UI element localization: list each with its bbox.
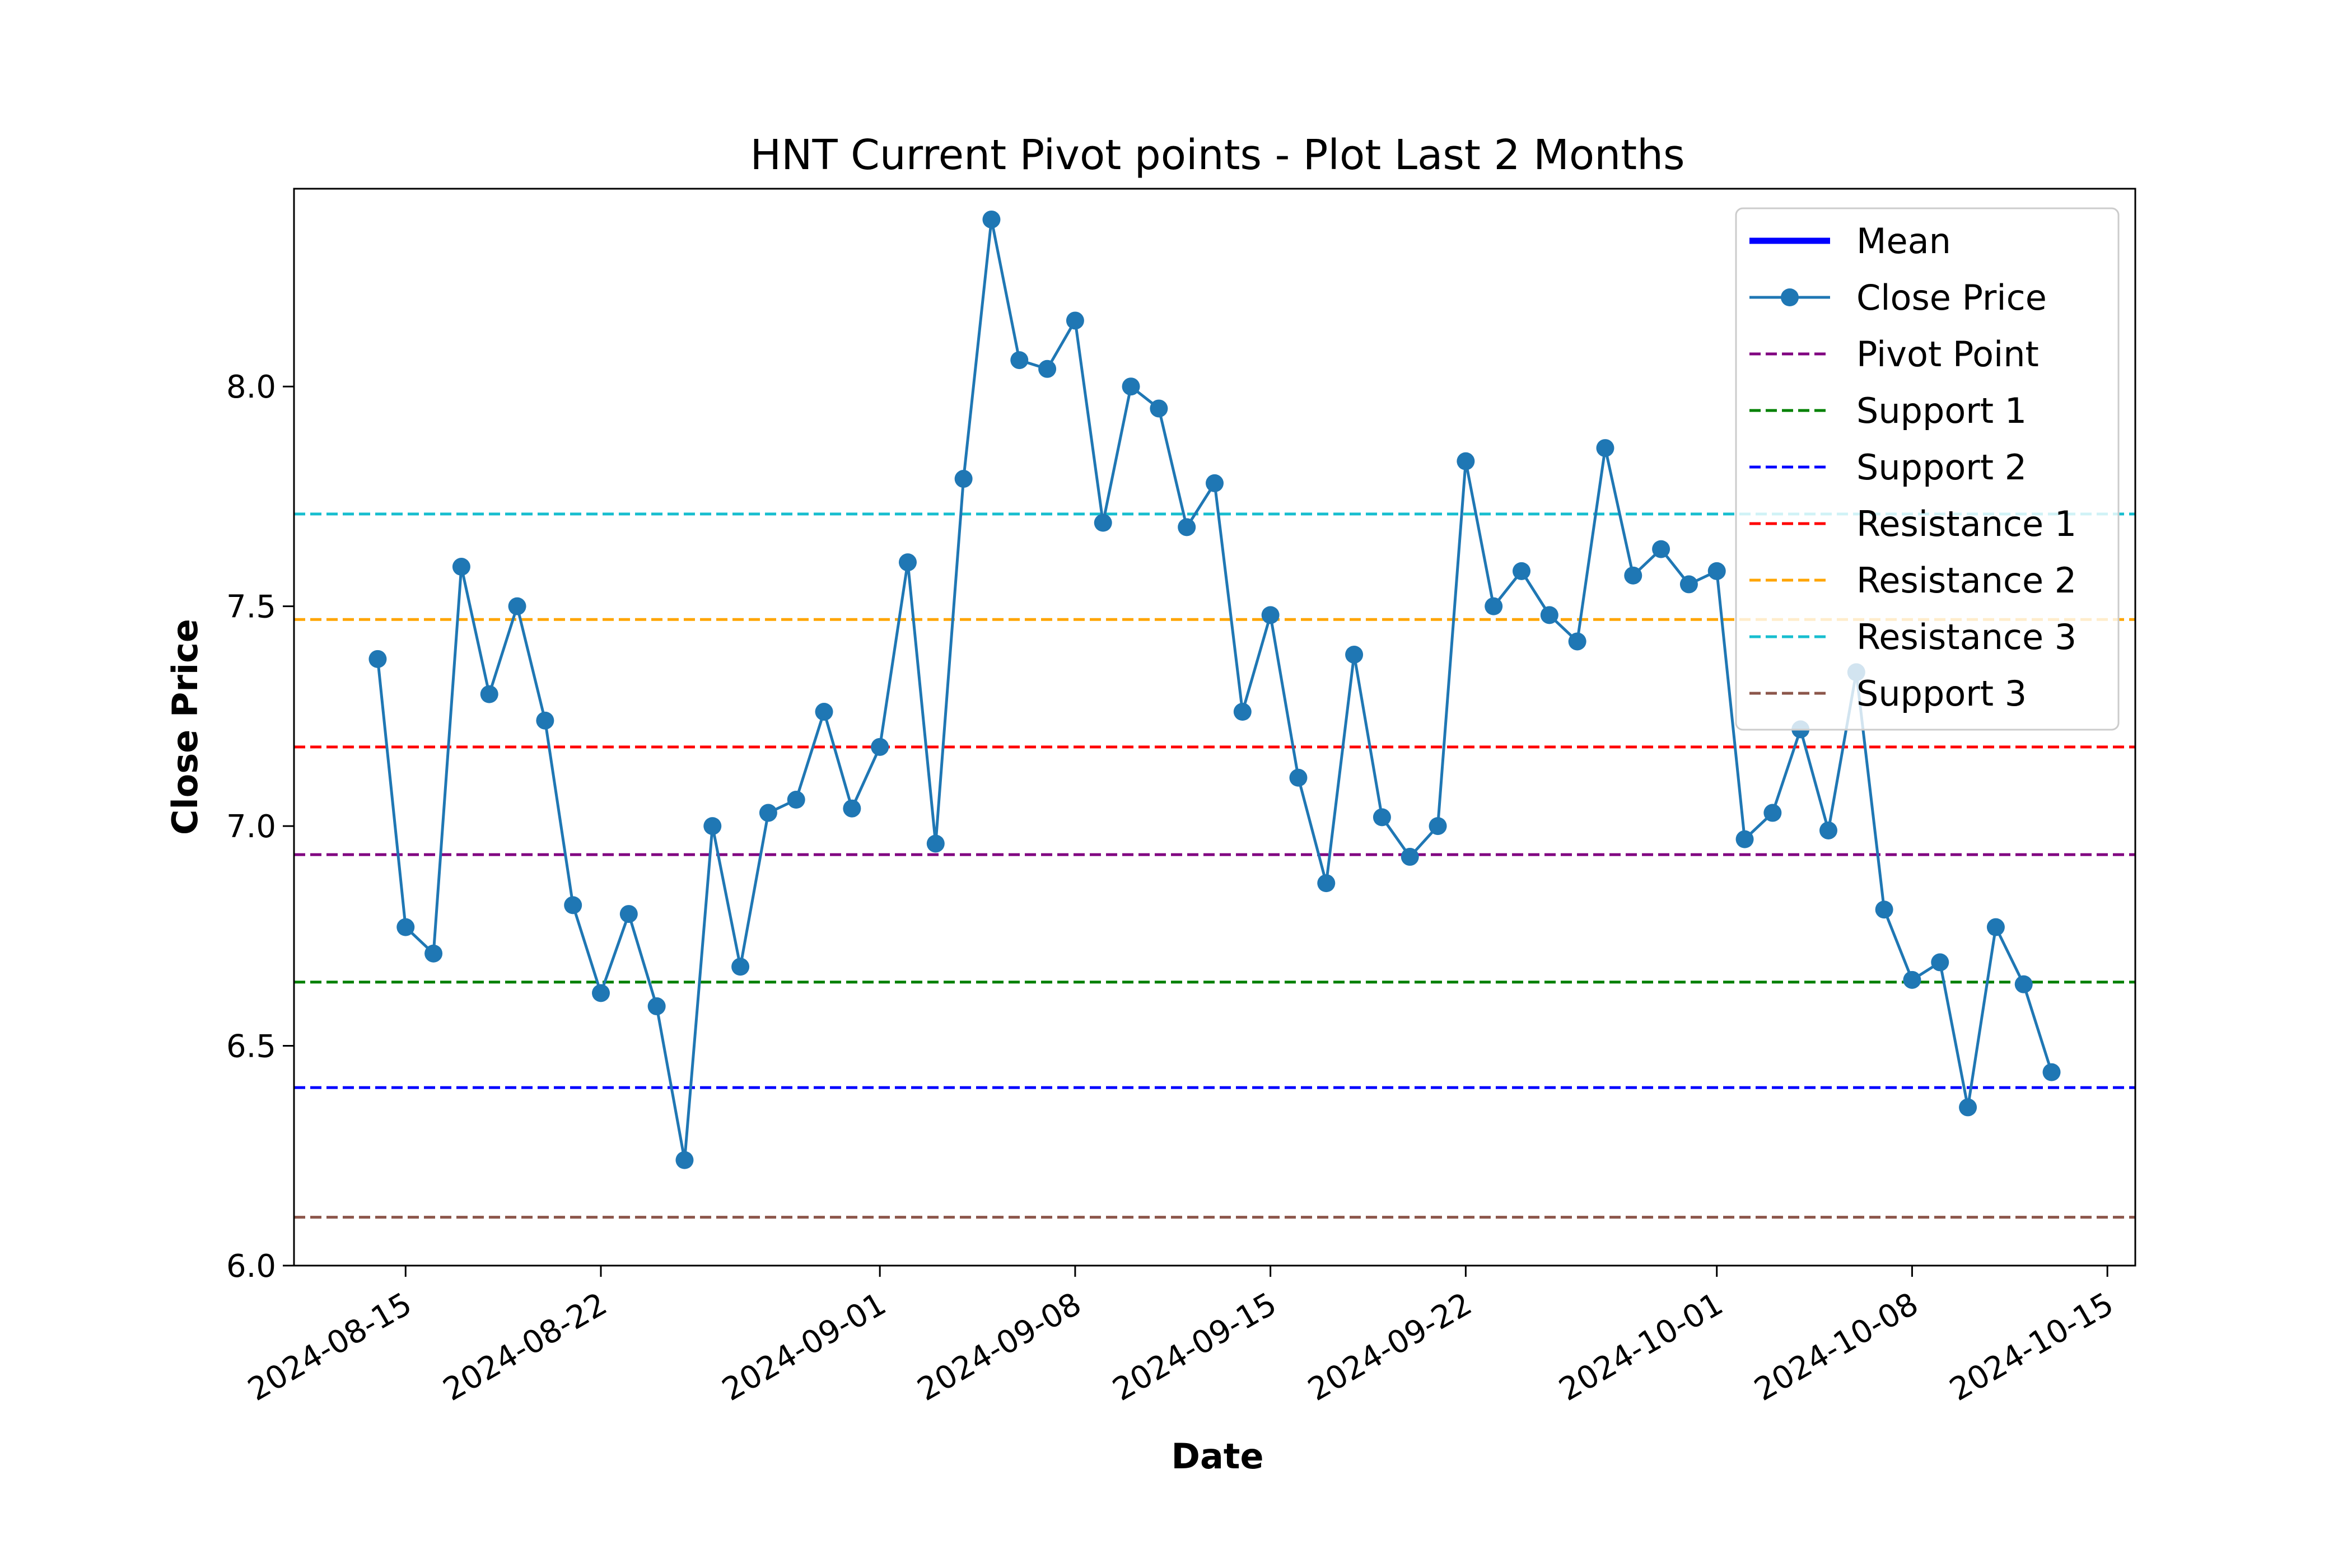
close-price-point — [1986, 918, 2005, 936]
close-price-point — [1122, 377, 1140, 396]
close-price-point — [1931, 953, 1949, 972]
close-price-point — [1261, 606, 1280, 624]
close-price-point — [1317, 874, 1336, 893]
close-price-point — [592, 984, 610, 1002]
close-price-point — [1652, 540, 1670, 558]
close-price-point — [368, 650, 387, 668]
close-price-point — [1401, 848, 1419, 866]
close-price-point — [396, 918, 415, 936]
legend-label-support-3: Support 3 — [1856, 673, 2027, 714]
close-price-point — [564, 896, 582, 914]
close-price-point — [1540, 606, 1558, 624]
close-price-point — [1457, 452, 1475, 470]
close-price-point — [1150, 399, 1168, 418]
close-price-point — [1819, 821, 1837, 839]
close-price-point — [1763, 804, 1782, 822]
y-axis: 6.0 6.5 7.0 7.5 8.0 — [226, 369, 294, 1285]
legend-label-pivot-point: Pivot Point — [1856, 334, 2039, 375]
close-price-point — [899, 553, 917, 572]
y-axis-label: Close Price — [165, 619, 206, 835]
close-price-point — [675, 1151, 694, 1169]
close-price-series — [368, 210, 2061, 1169]
legend-box — [1735, 207, 2120, 731]
close-price-point — [1178, 518, 1196, 536]
legend-label-close-price: Close Price — [1856, 277, 2047, 318]
close-price-point — [982, 210, 1001, 228]
close-price-point — [1345, 645, 1364, 664]
close-price-point — [1289, 768, 1308, 787]
legend-label-resistance-2: Resistance 2 — [1856, 560, 2076, 601]
close-price-point — [1875, 900, 1893, 919]
close-price-point — [926, 834, 945, 853]
close-price-point — [1707, 562, 1726, 580]
close-price-point — [452, 558, 470, 576]
close-price-point — [1959, 1098, 1977, 1117]
close-price-point — [1066, 311, 1084, 330]
close-price-point — [1373, 808, 1391, 827]
close-price-point — [1038, 360, 1057, 378]
close-price-point — [1233, 703, 1252, 721]
close-price-point — [1596, 439, 1614, 458]
legend: Mean Close Price Pivot Point Support 1 Suppo… — [1735, 207, 2120, 731]
y-tick-label: 7.5 — [226, 589, 276, 626]
close-price-point — [1429, 817, 1447, 836]
close-price-point — [1679, 575, 1698, 594]
close-price-point — [787, 791, 805, 809]
close-price-point — [1206, 474, 1224, 492]
close-price-point — [954, 470, 973, 488]
close-price-point — [1735, 830, 1754, 848]
y-tick-label: 6.0 — [226, 1248, 276, 1285]
close-price-point — [536, 711, 554, 730]
close-price-point — [424, 944, 443, 963]
close-price-point — [759, 804, 777, 822]
close-price-point — [1624, 566, 1642, 585]
chart-title: HNT Current Pivot points - Plot Last 2 M… — [750, 131, 1684, 179]
close-price-point — [508, 597, 526, 615]
close-price-point — [1513, 562, 1530, 580]
close-price-point — [647, 997, 666, 1015]
legend-label-resistance-3: Resistance 3 — [1856, 617, 2076, 657]
close-price-point — [815, 703, 833, 721]
close-price-point — [1903, 970, 1921, 989]
legend-label-support-1: Support 1 — [1856, 390, 2027, 431]
close-price-point — [1094, 514, 1112, 532]
close-price-point — [871, 738, 889, 756]
close-price-point — [731, 958, 750, 976]
y-tick-label: 7.0 — [226, 809, 276, 845]
legend-label-mean: Mean — [1856, 221, 1951, 262]
legend-label-resistance-1: Resistance 1 — [1856, 503, 2076, 544]
close-price-point — [619, 905, 638, 923]
close-price-point — [1485, 597, 1503, 615]
close-price-point — [843, 799, 861, 818]
x-axis-label: Date — [1172, 1436, 1264, 1477]
close-price-point — [1010, 351, 1029, 370]
close-price-point — [2014, 975, 2033, 993]
close-price-point — [480, 685, 498, 703]
y-tick-label: 8.0 — [226, 369, 276, 405]
close-price-point — [2042, 1063, 2061, 1081]
close-price-point — [703, 817, 722, 836]
legend-label-support-2: Support 2 — [1856, 447, 2027, 488]
close-price-point — [1568, 632, 1586, 651]
y-tick-label: 6.5 — [226, 1029, 276, 1065]
plot-area-frame — [293, 188, 2136, 1267]
legend-marker-close-price — [1781, 288, 1799, 306]
